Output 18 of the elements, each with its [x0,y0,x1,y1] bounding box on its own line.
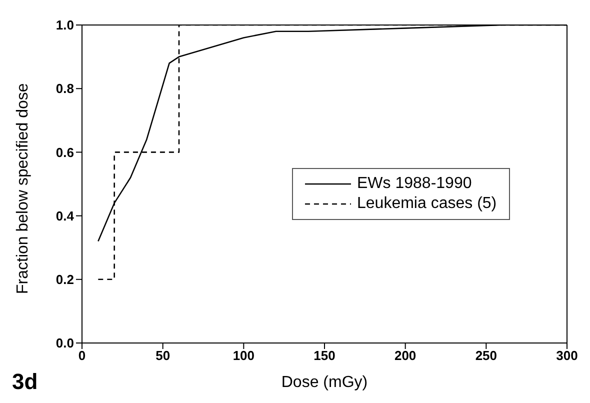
y-tick-label: 1.0 [56,18,74,33]
x-tick-label: 100 [232,348,255,364]
x-tick-label: 300 [556,348,578,364]
y-tick-label: 0.0 [56,336,74,351]
legend-label: Leukemia cases (5) [357,194,497,214]
y-tick-label: 0.6 [56,144,74,160]
y-tick-label: 0.2 [56,272,74,288]
x-tick-label: 250 [475,348,498,364]
text: 3d [12,369,38,395]
y-tick-label: 0.8 [56,81,74,96]
x-tick-label: 200 [394,348,416,364]
x-axis-title: Dose (mGy) [281,374,368,391]
y-axis-title: Fraction below specified dose [14,83,32,294]
y-tick-label: 0.4 [56,208,75,224]
x-tick-label: 0 [78,348,86,364]
x-tick-label: 50 [156,348,170,364]
legend-label: EWs 1988-1990 [357,174,472,194]
x-tick-label: 150 [314,348,336,364]
